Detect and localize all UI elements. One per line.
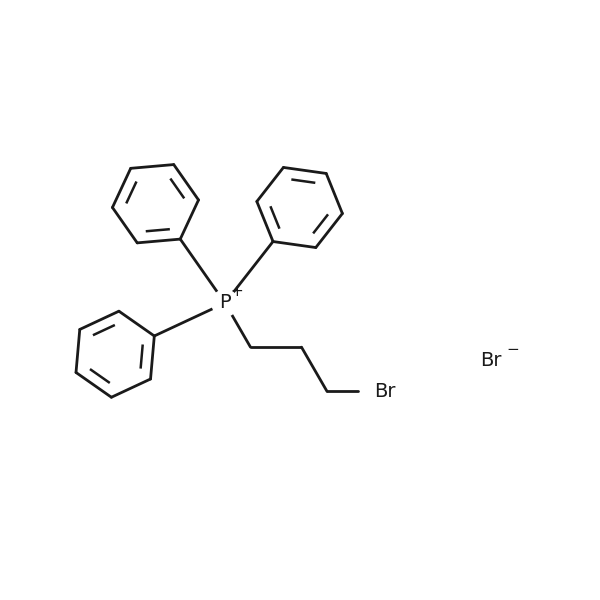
Text: P: P [219, 293, 231, 313]
Text: +: + [230, 283, 244, 298]
Text: −: − [506, 341, 520, 356]
Circle shape [212, 290, 238, 316]
Text: Br: Br [374, 382, 395, 401]
Text: Br: Br [480, 350, 502, 370]
